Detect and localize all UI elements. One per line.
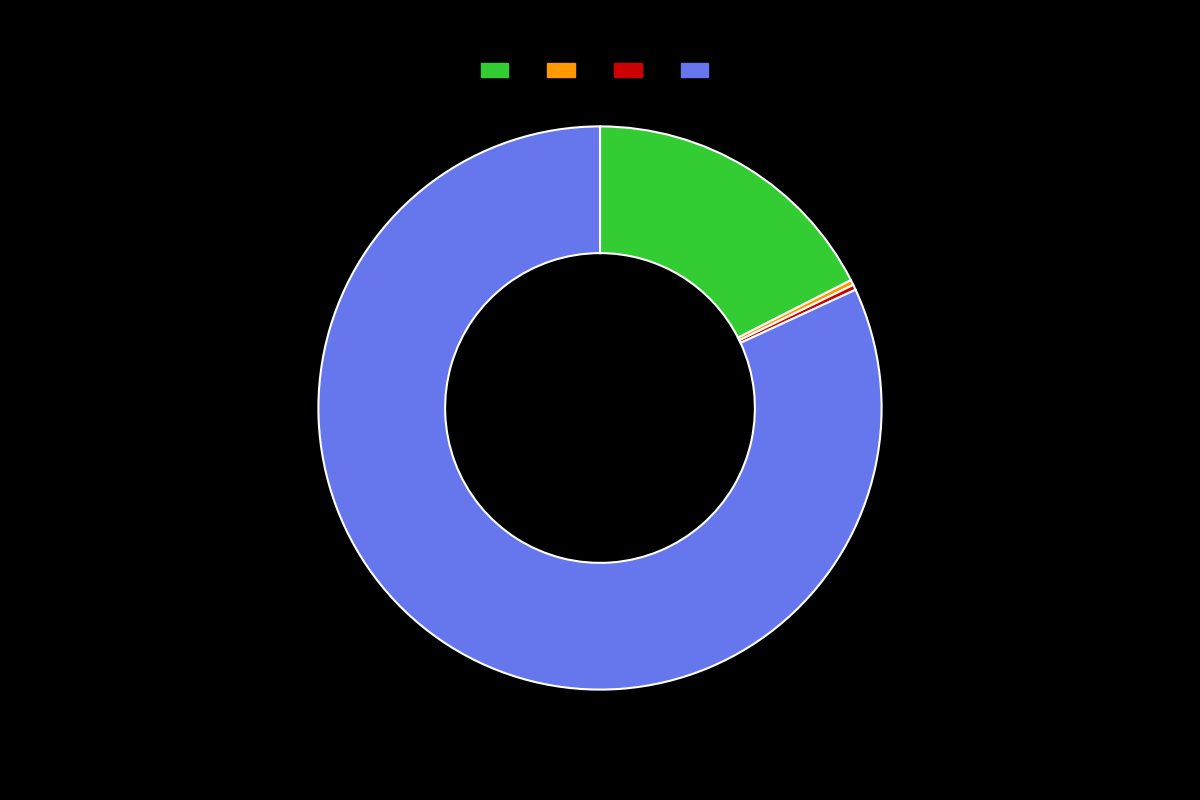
Wedge shape	[318, 126, 882, 690]
Wedge shape	[600, 126, 851, 338]
Wedge shape	[738, 280, 853, 340]
Legend: , , , : , , ,	[474, 56, 726, 85]
Wedge shape	[739, 285, 856, 343]
